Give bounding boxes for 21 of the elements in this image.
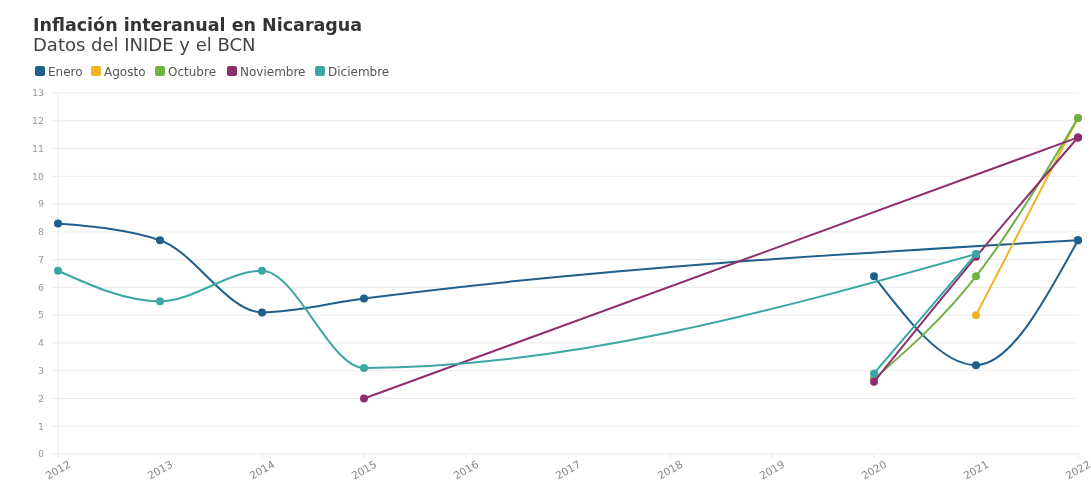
y-tick-label: 12 (31, 115, 44, 127)
legend-label: Noviembre (240, 65, 306, 79)
chart-title: Inflación interanual en Nicaragua (33, 15, 363, 35)
legend-label: Octubre (168, 65, 217, 79)
y-tick-label: 10 (31, 170, 44, 182)
y-tick-label: 8 (37, 226, 44, 238)
y-tick-label: 2 (37, 392, 44, 404)
y-tick-label: 6 (37, 281, 44, 293)
y-tick-label: 11 (31, 142, 44, 154)
legend-label: Enero (48, 65, 83, 79)
y-tick-label: 0 (37, 448, 44, 460)
y-tick-label: 7 (37, 253, 44, 265)
y-tick-label: 1 (37, 420, 44, 432)
y-tick-label: 13 (31, 87, 44, 99)
y-tick-label: 5 (37, 309, 44, 321)
y-tick-label: 4 (37, 337, 44, 349)
legend-label: Agosto (104, 65, 146, 79)
y-tick-label: 3 (37, 365, 44, 377)
chart-subtitle: Datos del INIDE y el BCN (33, 34, 256, 55)
legend-label: Diciembre (328, 65, 390, 79)
y-tick-label: 9 (37, 198, 44, 210)
